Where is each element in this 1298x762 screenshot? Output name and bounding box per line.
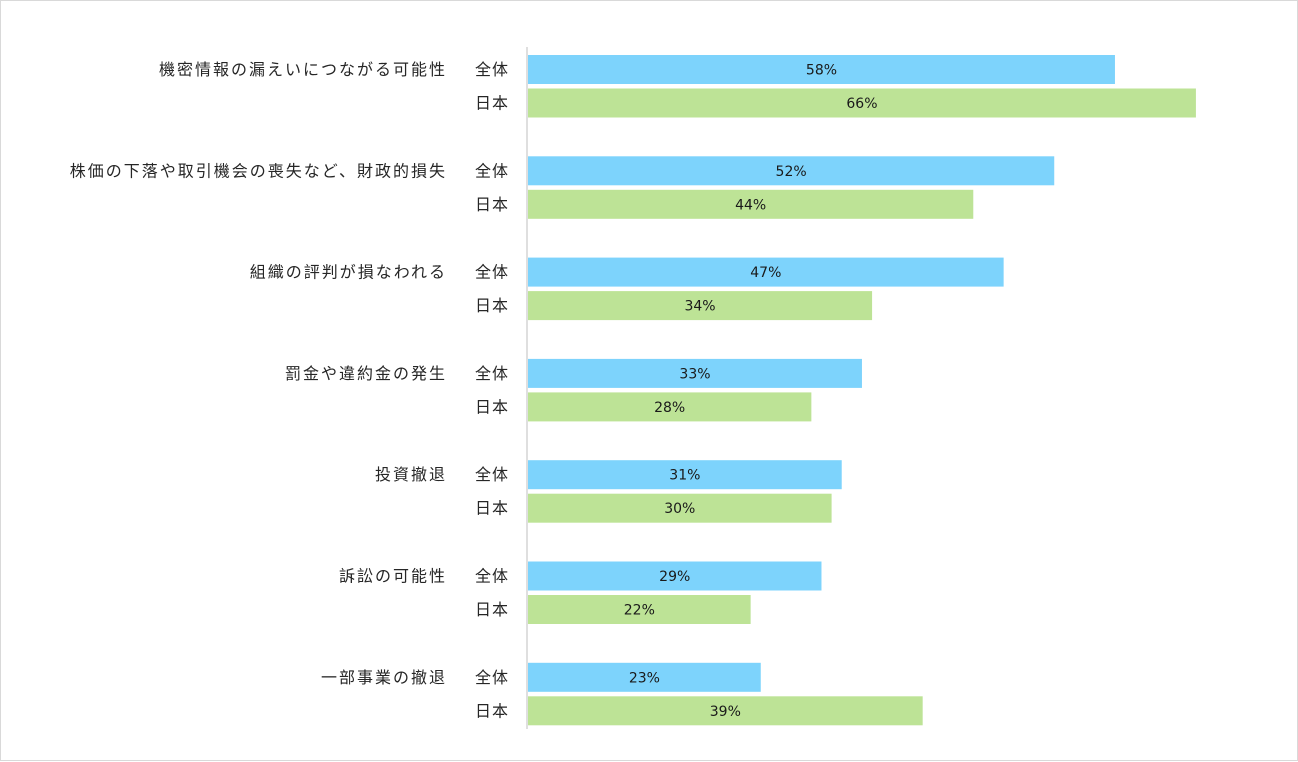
bar-overall	[528, 460, 842, 490]
category-label: 投資撤退	[375, 465, 447, 484]
data-label: 52%	[776, 164, 807, 180]
data-label: 66%	[846, 96, 877, 112]
data-label: 30%	[664, 501, 695, 517]
data-label: 29%	[659, 569, 690, 585]
series-label: 全体	[475, 364, 509, 383]
bar-japan	[528, 493, 832, 523]
bar-japan	[528, 392, 812, 422]
data-label: 47%	[750, 265, 781, 281]
series-label: 全体	[475, 567, 509, 586]
series-label: 全体	[475, 465, 509, 484]
bar-overall	[528, 257, 1004, 287]
data-label: 58%	[806, 63, 837, 79]
bar-overall	[528, 156, 1055, 186]
series-label: 全体	[475, 161, 509, 180]
data-label: 22%	[624, 603, 655, 619]
series-label: 日本	[475, 701, 509, 720]
category-label: 一部事業の撤退	[321, 668, 447, 687]
category-label: 株価の下落や取引機会の喪失など、財政的損失	[70, 161, 447, 180]
series-label: 日本	[475, 600, 509, 619]
bar-japan	[528, 88, 1196, 118]
bar-overall	[528, 662, 761, 692]
bar-overall	[528, 561, 822, 591]
category-label: 機密情報の漏えいにつながる可能性	[159, 60, 447, 79]
series-label: 全体	[475, 263, 509, 282]
category-label: 罰金や違約金の発生	[285, 364, 447, 383]
bar-overall	[528, 358, 862, 388]
series-label: 日本	[475, 195, 509, 214]
data-label: 28%	[654, 400, 685, 416]
data-label: 33%	[679, 366, 710, 382]
series-label: 日本	[475, 94, 509, 113]
series-label: 全体	[475, 60, 509, 79]
data-label: 34%	[684, 299, 715, 315]
category-label: 組織の評判が損なわれる	[250, 263, 447, 282]
series-label: 日本	[475, 397, 509, 416]
series-label: 日本	[475, 296, 509, 315]
series-label: 全体	[475, 668, 509, 687]
series-label: 日本	[475, 499, 509, 518]
data-label: 44%	[735, 197, 766, 213]
bar-japan	[528, 189, 974, 219]
bar-overall	[528, 55, 1115, 84]
category-label: 訴訟の可能性	[339, 567, 447, 586]
data-label: 23%	[629, 670, 660, 686]
data-label: 39%	[710, 704, 741, 720]
bar-japan	[528, 696, 923, 726]
bar-japan	[528, 595, 751, 624]
bar-japan	[528, 291, 873, 321]
data-label: 31%	[669, 468, 700, 484]
